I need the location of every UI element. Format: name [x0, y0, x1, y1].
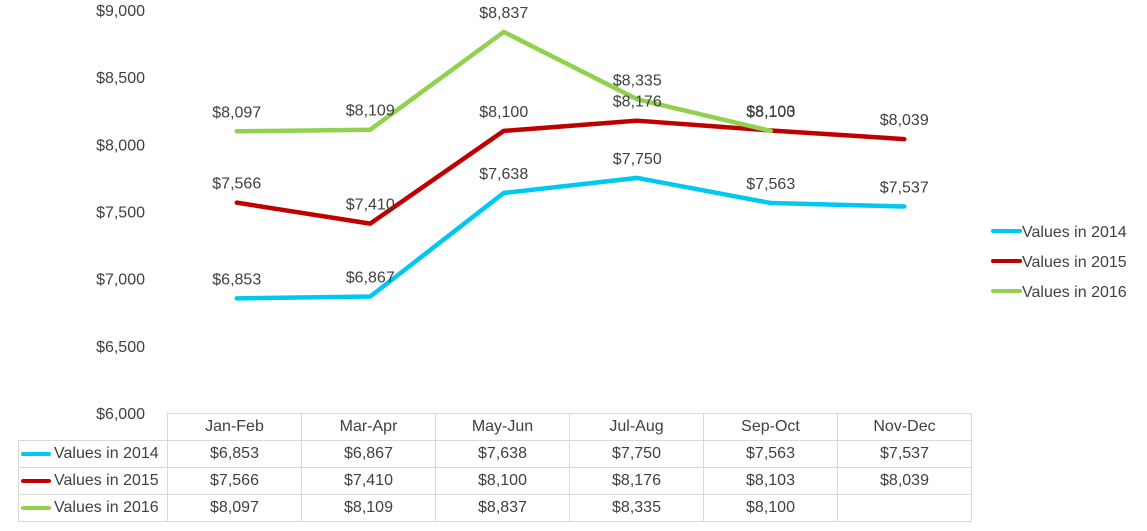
x-category-label: Jan-Feb [167, 413, 302, 441]
series-line-0 [234, 175, 907, 301]
data-label: $8,103 [746, 103, 795, 120]
data-label: $7,537 [880, 180, 929, 197]
table-cell [837, 494, 972, 522]
legend-label: Values in 2014 [1022, 224, 1127, 241]
data-label: $8,335 [613, 72, 662, 89]
table-cell: $6,853 [167, 440, 302, 468]
x-category-label: May-Jun [435, 413, 570, 441]
data-label: $6,853 [212, 271, 261, 288]
series-name: Values in 2015 [54, 472, 159, 489]
table-row: Values in 2016 $8,097 $8,109 $8,837 $8,335 $8… [18, 494, 972, 522]
x-category-label: Nov-Dec [837, 413, 972, 441]
y-tick-label: $8,000 [96, 137, 145, 154]
x-category-label: Jul-Aug [569, 413, 704, 441]
series-line-1 [234, 118, 907, 226]
series-name: Values in 2016 [54, 499, 159, 516]
table-cell: $8,103 [703, 467, 838, 495]
y-tick-label: $7,500 [96, 205, 145, 222]
data-labels: $6,853 $6,867 $7,638 $7,750 $7,563 $7,537 $7,5… [212, 5, 929, 289]
x-category-label: Sep-Oct [703, 413, 838, 441]
table-cell: $7,566 [167, 467, 302, 495]
data-label: $8,837 [479, 5, 528, 22]
legend: Values in 2014 Values in 2015 Values in 20… [991, 224, 1127, 301]
table-corner [18, 413, 168, 441]
data-label: $6,867 [346, 270, 395, 287]
legend-label: Values in 2016 [1022, 284, 1127, 301]
data-label: $8,100 [746, 104, 795, 121]
table-cell: $8,837 [435, 494, 570, 522]
y-tick-label: $9,000 [96, 3, 145, 20]
table-row-header: Values in 2016 [18, 494, 168, 522]
data-label: $8,100 [479, 104, 528, 121]
table-header-row: Jan-Feb Mar-Apr May-Jun Jul-Aug Sep-Oct Nov-D… [18, 413, 972, 441]
legend-key [21, 478, 51, 483]
data-label: $7,563 [746, 176, 795, 193]
data-label: $8,176 [613, 94, 662, 111]
table-cell: $7,750 [569, 440, 704, 468]
legend-label: Values in 2015 [1022, 254, 1127, 271]
data-table: Jan-Feb Mar-Apr May-Jun Jul-Aug Sep-Oct Nov-D… [18, 413, 972, 522]
y-tick-label: $6,500 [96, 339, 145, 356]
data-label: $8,097 [212, 104, 261, 121]
series-lines [234, 29, 907, 301]
table-cell: $8,097 [167, 494, 302, 522]
table-cell: $8,039 [837, 467, 972, 495]
x-category-label: Mar-Apr [301, 413, 436, 441]
table-row-header: Values in 2014 [18, 440, 168, 468]
table-row: Values in 2015 $7,566 $7,410 $8,100 $8,176 $8… [18, 467, 972, 495]
table-cell: $6,867 [301, 440, 436, 468]
series-name: Values in 2014 [54, 445, 159, 462]
y-axis: $6,000$6,500$7,000$7,500$8,000$8,500$9,0… [96, 3, 145, 423]
data-label: $7,410 [346, 197, 395, 214]
y-tick-label: $7,000 [96, 272, 145, 289]
data-label: $7,750 [613, 151, 662, 168]
table-cell: $7,563 [703, 440, 838, 468]
data-label: $8,109 [346, 103, 395, 120]
table-cell: $7,410 [301, 467, 436, 495]
legend-key [21, 451, 51, 456]
table-cell: $7,537 [837, 440, 972, 468]
table-cell: $8,176 [569, 467, 704, 495]
table-cell: $7,638 [435, 440, 570, 468]
table-cell: $8,100 [703, 494, 838, 522]
y-tick-label: $8,500 [96, 70, 145, 87]
table-cell: $8,100 [435, 467, 570, 495]
data-label: $7,638 [479, 166, 528, 183]
series-line-2 [234, 29, 773, 134]
data-label: $7,566 [212, 176, 261, 193]
legend-key [21, 505, 51, 510]
table-row-header: Values in 2015 [18, 467, 168, 495]
table-row: Values in 2014 $6,853 $6,867 $7,638 $7,750 $7… [18, 440, 972, 468]
table-cell: $8,335 [569, 494, 704, 522]
table-cell: $8,109 [301, 494, 436, 522]
data-label: $8,039 [880, 112, 929, 129]
